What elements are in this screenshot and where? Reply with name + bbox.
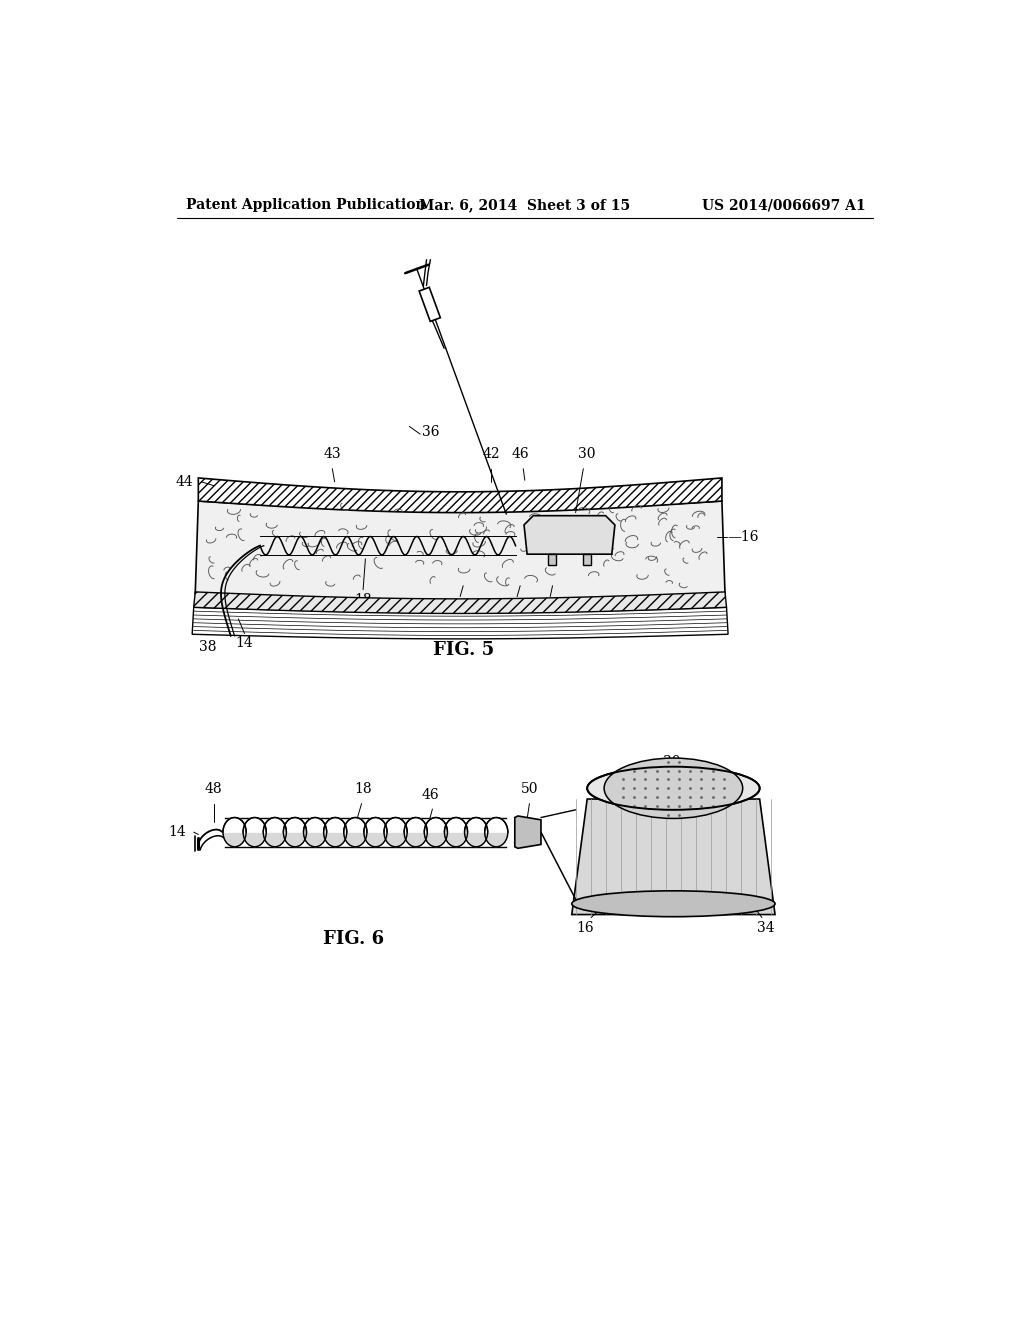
- Ellipse shape: [424, 817, 447, 847]
- Polygon shape: [419, 288, 440, 321]
- Ellipse shape: [444, 817, 468, 847]
- Ellipse shape: [223, 817, 246, 847]
- Polygon shape: [193, 607, 728, 639]
- Text: 16: 16: [577, 921, 594, 935]
- Polygon shape: [263, 817, 287, 832]
- Ellipse shape: [263, 817, 287, 847]
- Text: 40: 40: [452, 599, 469, 614]
- Text: 46: 46: [422, 788, 439, 803]
- Polygon shape: [515, 816, 541, 849]
- Ellipse shape: [344, 817, 367, 847]
- Ellipse shape: [571, 891, 775, 916]
- Polygon shape: [384, 817, 408, 832]
- Text: 34: 34: [508, 599, 526, 614]
- Polygon shape: [548, 554, 556, 565]
- Ellipse shape: [384, 817, 408, 847]
- Text: 18: 18: [354, 781, 372, 796]
- Text: 38: 38: [199, 640, 216, 653]
- Text: FIG. 6: FIG. 6: [324, 929, 384, 948]
- Polygon shape: [524, 516, 614, 554]
- Ellipse shape: [604, 758, 742, 818]
- Polygon shape: [584, 554, 591, 565]
- Polygon shape: [194, 591, 727, 614]
- Text: Patent Application Publication: Patent Application Publication: [186, 198, 426, 213]
- Text: —16: —16: [727, 531, 759, 544]
- Text: 44: 44: [176, 475, 194, 488]
- Text: Mar. 6, 2014  Sheet 3 of 15: Mar. 6, 2014 Sheet 3 of 15: [419, 198, 631, 213]
- Text: 30: 30: [578, 447, 595, 461]
- Ellipse shape: [404, 817, 427, 847]
- Ellipse shape: [587, 767, 760, 809]
- Polygon shape: [303, 817, 327, 832]
- Text: US 2014/0066697 A1: US 2014/0066697 A1: [702, 198, 866, 213]
- Polygon shape: [284, 817, 306, 832]
- Polygon shape: [364, 817, 387, 832]
- Ellipse shape: [364, 817, 387, 847]
- Polygon shape: [223, 817, 246, 832]
- Polygon shape: [199, 478, 722, 512]
- Text: 30: 30: [664, 755, 681, 770]
- Polygon shape: [324, 817, 347, 832]
- Text: 43: 43: [324, 447, 341, 461]
- Polygon shape: [571, 799, 775, 915]
- Text: 40: 40: [542, 599, 559, 614]
- Text: 14: 14: [168, 825, 186, 840]
- Text: 14: 14: [236, 636, 253, 649]
- Ellipse shape: [465, 817, 487, 847]
- Text: FIG. 5: FIG. 5: [432, 642, 494, 659]
- Ellipse shape: [484, 817, 508, 847]
- Ellipse shape: [284, 817, 306, 847]
- Text: 46: 46: [511, 447, 529, 461]
- Text: 48: 48: [205, 781, 222, 796]
- Polygon shape: [424, 817, 447, 832]
- Ellipse shape: [303, 817, 327, 847]
- Polygon shape: [484, 817, 508, 832]
- Polygon shape: [404, 817, 427, 832]
- Ellipse shape: [324, 817, 347, 847]
- Text: 50: 50: [520, 781, 539, 796]
- Text: 36: 36: [422, 425, 439, 438]
- Text: 18: 18: [354, 594, 372, 607]
- Text: 34: 34: [757, 921, 774, 935]
- Ellipse shape: [243, 817, 266, 847]
- Polygon shape: [444, 817, 468, 832]
- Polygon shape: [465, 817, 487, 832]
- Text: 42: 42: [482, 447, 500, 461]
- Polygon shape: [243, 817, 266, 832]
- Polygon shape: [344, 817, 367, 832]
- Polygon shape: [196, 502, 725, 601]
